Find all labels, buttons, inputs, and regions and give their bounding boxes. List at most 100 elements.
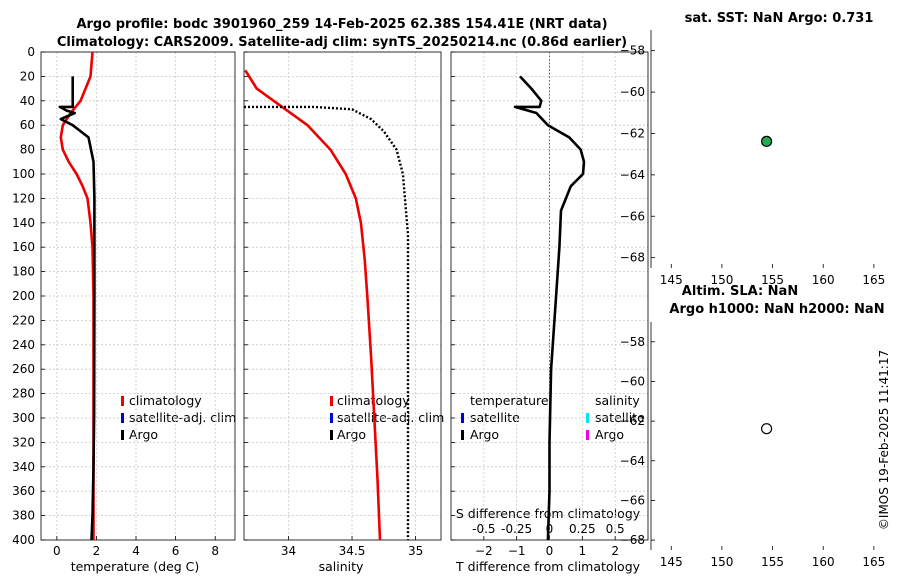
x-tick-label: 35 <box>408 544 423 558</box>
legend-temperature-header: temperature <box>470 393 549 408</box>
y-tick-label: 160 <box>12 240 35 254</box>
s-tick-label: 0.25 <box>569 522 596 536</box>
y-tick-label: 280 <box>12 387 35 401</box>
x-tick-label: 8 <box>211 544 219 558</box>
map-x-tick-label: 165 <box>862 555 885 569</box>
climatology-temperature-line <box>59 51 95 540</box>
x-tick-label: 34.5 <box>339 544 366 558</box>
y-tick-label: 20 <box>20 69 35 83</box>
y-tick-label: 200 <box>12 289 35 303</box>
y-tick-label: 120 <box>12 191 35 205</box>
temp-legend: climatology satellite-adj. clim Argo <box>129 393 236 442</box>
y-tick-label: 320 <box>12 435 35 449</box>
x-tick-label: 34 <box>281 544 296 558</box>
title-line2: Climatology: CARS2009. Satellite-adj cli… <box>57 35 627 50</box>
legend-swatch <box>121 430 124 440</box>
altim-title-2: Argo h1000: NaN h2000: NaN <box>669 302 884 317</box>
map-x-tick-label: 160 <box>812 555 835 569</box>
y-tick-label: 400 <box>12 533 35 547</box>
map-x-tick-label: 155 <box>761 555 784 569</box>
sst-title: sat. SST: NaN Argo: 0.731 <box>685 11 874 26</box>
x-tick-label: 0 <box>546 544 554 558</box>
watermark: ©IMOS 19-Feb-2025 11:41:17 <box>877 350 891 530</box>
legend-swatch <box>586 413 589 423</box>
map-x-tick-label: 165 <box>862 273 885 287</box>
y-tick-label: 140 <box>12 216 35 230</box>
y-tick-label: 260 <box>12 362 35 376</box>
legend-swatch <box>121 413 124 423</box>
x-tick-label: −1 <box>508 544 526 558</box>
map-y-tick-label: −62 <box>620 414 645 428</box>
legend-satellite-adj: satellite-adj. clim <box>129 410 236 425</box>
map-y-tick-label: −62 <box>620 126 645 140</box>
y-tick-label: 0 <box>27 45 35 59</box>
altim-title-1: Altim. SLA: NaN <box>682 284 798 299</box>
diff-legend: temperature satellite Argo salinity sate… <box>470 393 645 442</box>
legend-s-satellite: satellite <box>595 410 645 425</box>
map-y-tick-label: −66 <box>620 493 645 507</box>
argo-t-difference-line <box>513 75 586 541</box>
map-x-tick-label: 150 <box>710 273 733 287</box>
legend-t-satellite: satellite <box>470 410 520 425</box>
y-tick-label: 180 <box>12 265 35 279</box>
y-tick-label: 80 <box>20 143 35 157</box>
s-tick-label: -0.5 <box>472 522 495 536</box>
sal-legend: climatology satellite-adj. clim Argo <box>337 393 444 442</box>
legend-s-argo: Argo <box>595 427 624 442</box>
x-tick-label: 4 <box>132 544 140 558</box>
s-tick-label: 0.5 <box>606 522 625 536</box>
legend-salinity-header: salinity <box>595 393 640 408</box>
x-tick-label: −2 <box>475 544 493 558</box>
y-tick-label: 300 <box>12 411 35 425</box>
x-tick-label: 0 <box>53 544 61 558</box>
legend-climatology: climatology <box>129 393 202 408</box>
map-x-tick-label: 160 <box>812 273 835 287</box>
argo-temperature-line <box>58 76 96 541</box>
temp-xlabel: temperature (deg C) <box>71 559 200 574</box>
y-tick-label: 220 <box>12 313 35 327</box>
legend-swatch <box>330 413 333 423</box>
map-y-tick-label: −66 <box>620 209 645 223</box>
x-tick-label: 2 <box>611 544 619 558</box>
argo-position-marker-empty <box>760 423 773 435</box>
legend-argo: Argo <box>129 427 158 442</box>
legend-swatch <box>121 396 124 406</box>
map-y-tick-label: −68 <box>620 533 645 547</box>
y-tick-label: 100 <box>12 167 35 181</box>
diff-xlabel: T difference from climatology <box>455 559 641 574</box>
y-tick-label: 380 <box>12 509 35 523</box>
map-x-tick-label: 155 <box>761 273 784 287</box>
map-y-tick-label: −68 <box>620 251 645 265</box>
y-tick-label: 360 <box>12 484 35 498</box>
s-tick-label: -0.25 <box>501 522 532 536</box>
map-y-tick-label: −58 <box>620 335 645 349</box>
title-line1: Argo profile: bodc 3901960_259 14-Feb-20… <box>76 17 607 32</box>
legend-satellite-adj: satellite-adj. clim <box>337 410 444 425</box>
legend-swatch <box>330 430 333 440</box>
legend-swatch <box>461 430 464 440</box>
x-tick-label: 6 <box>172 544 180 558</box>
legend-swatch <box>330 396 333 406</box>
map-y-tick-label: −58 <box>620 44 645 58</box>
legend-swatch <box>586 430 589 440</box>
map-x-tick-label: 150 <box>710 555 733 569</box>
y-tick-label: 240 <box>12 338 35 352</box>
y-tick-label: 60 <box>20 118 35 132</box>
sal-xlabel: salinity <box>319 559 364 574</box>
map-x-tick-label: 145 <box>660 273 683 287</box>
legend-t-argo: Argo <box>470 427 499 442</box>
map-y-tick-label: −60 <box>620 374 645 388</box>
x-tick-label: 2 <box>93 544 101 558</box>
legend-argo: Argo <box>337 427 366 442</box>
map-y-tick-label: −60 <box>620 85 645 99</box>
y-tick-label: 40 <box>20 94 35 108</box>
map-y-tick-label: −64 <box>620 454 645 468</box>
x-tick-label: 1 <box>579 544 587 558</box>
legend-swatch <box>461 413 464 423</box>
climatology-salinity-line <box>244 69 382 541</box>
map-x-tick-label: 145 <box>660 555 683 569</box>
argo-salinity-line <box>244 105 410 540</box>
map-y-tick-label: −64 <box>620 168 645 182</box>
y-tick-label: 340 <box>12 460 35 474</box>
